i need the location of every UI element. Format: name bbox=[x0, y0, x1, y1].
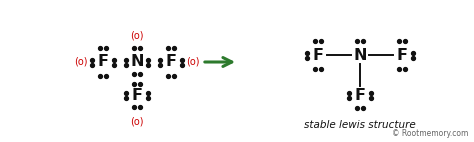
Text: F: F bbox=[98, 55, 109, 69]
Text: F: F bbox=[312, 48, 323, 62]
Text: F: F bbox=[355, 87, 365, 103]
Text: N: N bbox=[130, 55, 144, 69]
Text: F: F bbox=[131, 87, 143, 103]
Text: (o): (o) bbox=[74, 57, 88, 67]
Text: F: F bbox=[396, 48, 408, 62]
Text: N: N bbox=[353, 48, 367, 62]
Text: © Rootmemory.com: © Rootmemory.com bbox=[392, 129, 468, 138]
Text: stable lewis structure: stable lewis structure bbox=[304, 120, 416, 130]
Text: (o): (o) bbox=[130, 31, 144, 41]
Text: F: F bbox=[165, 55, 176, 69]
Text: (o): (o) bbox=[130, 116, 144, 126]
Text: (o): (o) bbox=[186, 57, 200, 67]
